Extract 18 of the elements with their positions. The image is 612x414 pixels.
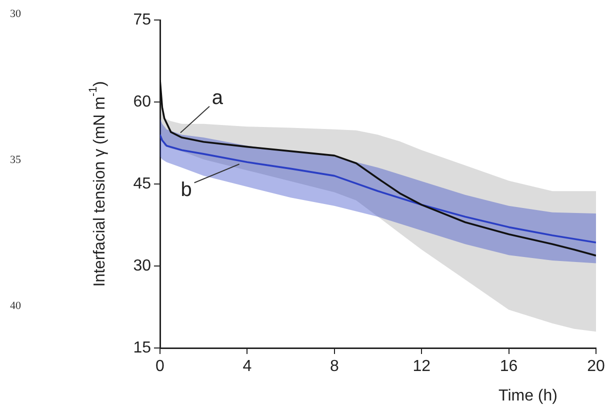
text: 30 — [10, 8, 21, 20]
y-tick-label: 15 — [133, 339, 152, 356]
y-tick-label: 45 — [133, 175, 152, 192]
y-tick-label: 60 — [133, 93, 152, 110]
x-tick-label: 16 — [500, 358, 518, 376]
y-tick-label: 75 — [133, 11, 152, 28]
text: 40 — [10, 300, 21, 312]
annotation: b — [180, 179, 192, 202]
x-tick-label: 12 — [412, 358, 431, 376]
annotation: a — [212, 86, 224, 109]
y-tick-label: 30 — [133, 257, 152, 274]
x-tick-label: 4 — [242, 358, 252, 376]
x-tick-label: 20 — [587, 358, 605, 376]
y-axis-title: Interfacial tension γ (mN m-1) — [88, 81, 108, 287]
x-tick-label: 8 — [330, 358, 339, 376]
x-tick-label: 0 — [156, 358, 165, 376]
text: 35 — [10, 154, 21, 166]
x-axis-title: Time (h) — [498, 387, 558, 404]
